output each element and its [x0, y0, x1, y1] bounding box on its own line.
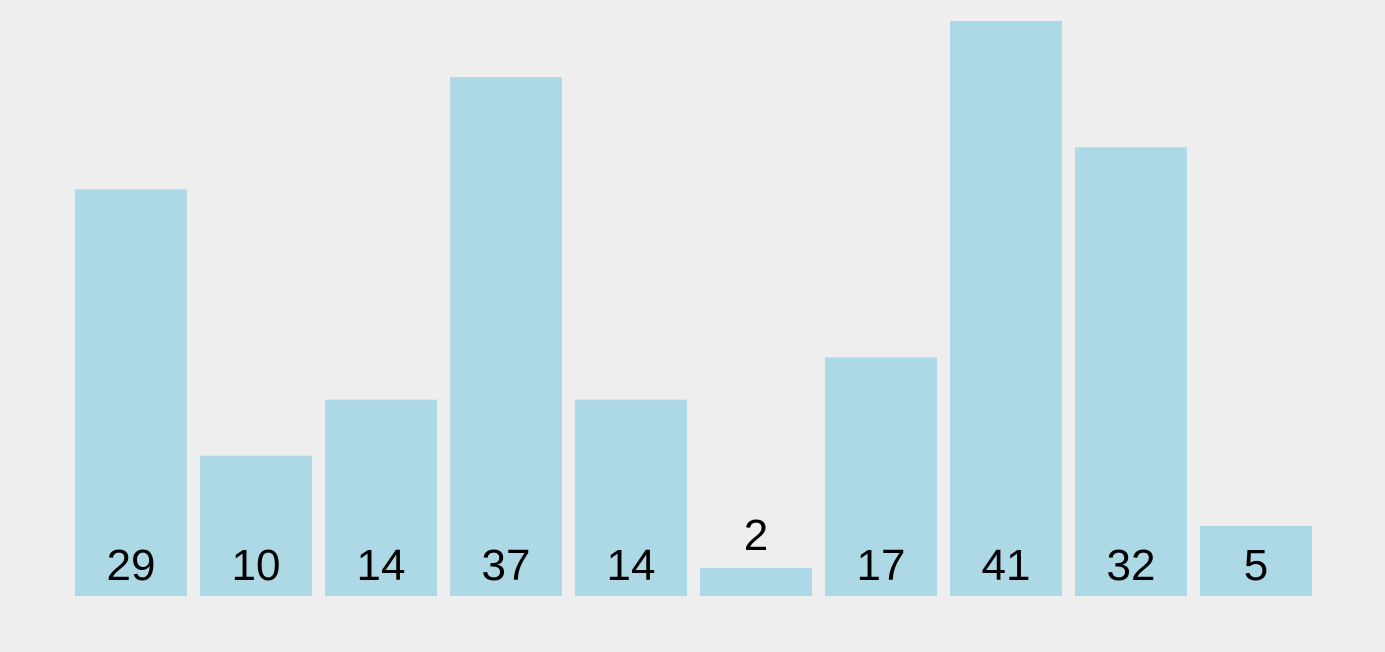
bar-label-5: 2 — [744, 511, 768, 560]
bar-0 — [75, 189, 187, 597]
bars-group — [75, 21, 1312, 597]
bar-6 — [825, 357, 937, 596]
bar-label-6: 17 — [857, 541, 906, 590]
bar-3 — [450, 77, 562, 597]
bar-label-2: 14 — [357, 541, 406, 590]
bar-9 — [1200, 525, 1312, 596]
bar-1 — [200, 455, 312, 596]
bar-label-7: 41 — [982, 541, 1031, 590]
bar-label-9: 5 — [1244, 541, 1268, 590]
bar-label-8: 32 — [1107, 541, 1156, 590]
bar-label-0: 29 — [107, 541, 156, 590]
bar-8 — [1075, 147, 1187, 596]
bar-label-3: 37 — [482, 541, 531, 590]
bar-5 — [700, 567, 812, 596]
bar-2 — [325, 399, 437, 596]
labels-group: 29 10 14 37 14 2 17 41 32 5 — [107, 511, 1269, 590]
bar-label-4: 14 — [607, 541, 656, 590]
bar-4 — [575, 399, 687, 596]
bar-7 — [950, 21, 1062, 596]
bar-label-1: 10 — [232, 541, 281, 590]
